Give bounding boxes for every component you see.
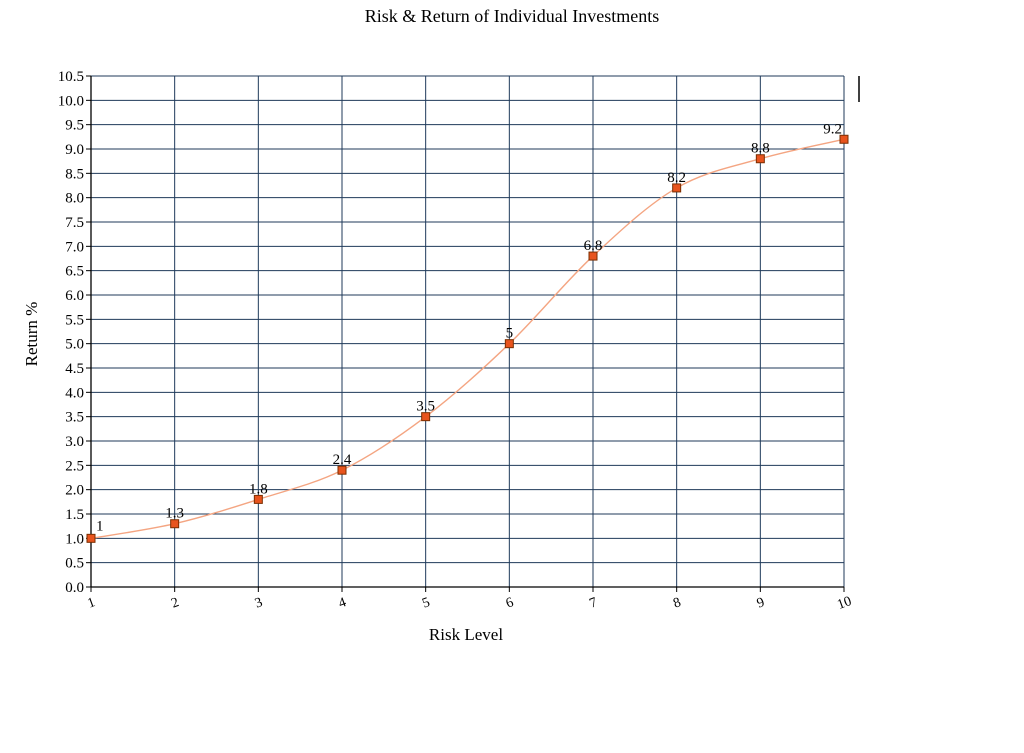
- x-tick-label: 5: [420, 595, 432, 611]
- data-point-marker: [170, 519, 180, 529]
- y-tick-label: 4.0: [65, 385, 84, 401]
- x-tick-label: 1: [86, 595, 98, 611]
- data-point-marker: [672, 183, 682, 193]
- data-point-marker: [253, 494, 263, 504]
- y-tick-label: 0.0: [65, 580, 84, 596]
- y-tick-label: 1.0: [65, 531, 84, 547]
- y-tick-label: 4.5: [65, 361, 84, 377]
- y-tick-label: 10.0: [58, 93, 84, 109]
- y-tick-label: 10.5: [58, 69, 84, 85]
- data-markers: [86, 134, 849, 543]
- y-tick-label: 9.5: [65, 118, 84, 134]
- x-tick-label: 6: [504, 595, 516, 611]
- y-tick-label: 7.5: [65, 215, 84, 231]
- data-point-marker: [86, 533, 96, 543]
- data-label: 3.5: [416, 399, 435, 415]
- y-tick-label: 6.5: [65, 264, 84, 280]
- y-axis-label: Return %: [22, 302, 41, 367]
- x-tick-label: 8: [671, 595, 683, 611]
- data-point-marker: [421, 412, 431, 422]
- x-tick-label: 10: [835, 594, 853, 613]
- y-tick-label: 5.0: [65, 337, 84, 353]
- y-tick-label: 3.0: [65, 434, 84, 450]
- x-axis-label: Risk Level: [429, 625, 503, 644]
- data-point-marker: [839, 134, 849, 144]
- y-tick-label: 2.5: [65, 458, 84, 474]
- y-tick-label: 9.0: [65, 142, 84, 158]
- data-label: 1.8: [249, 481, 268, 497]
- data-label: 1: [96, 518, 104, 534]
- y-tick-label: 8.0: [65, 191, 84, 207]
- y-tick-label: 5.5: [65, 312, 84, 328]
- y-tick-label: 6.0: [65, 288, 84, 304]
- data-label: 5: [506, 326, 514, 342]
- data-labels: 1 1.3 1.8 2.4 3.5 5 6.8 8.2 8.8 9.2: [96, 121, 842, 534]
- data-label: 8.8: [751, 141, 770, 157]
- data-label: 6.8: [584, 238, 603, 254]
- x-axis-ticks: 1 2 3 4 5 6 7 8 9 10: [86, 587, 854, 613]
- chart-title: Risk & Return of Individual Investments: [365, 6, 659, 26]
- data-label: 8.2: [667, 170, 686, 186]
- x-tick-label: 2: [169, 595, 181, 611]
- y-tick-label: 1.5: [65, 507, 84, 523]
- y-tick-label: 0.5: [65, 556, 84, 572]
- y-tick-label: 7.0: [65, 239, 84, 255]
- data-label: 2.4: [333, 452, 352, 468]
- axes: [90, 76, 844, 588]
- data-point-marker: [755, 154, 765, 164]
- grid: [91, 75, 845, 587]
- x-tick-label: 4: [337, 595, 349, 611]
- y-tick-label: 3.5: [65, 410, 84, 426]
- data-label: 1.3: [165, 506, 184, 522]
- data-label: 9.2: [823, 121, 842, 137]
- data-point-marker: [504, 339, 514, 349]
- y-axis-ticks: 0.0 0.5 1.0 1.5 2.0 2.5 3.0 3.5 4.0 4.5 5.0 5.5 6.0 6…: [58, 69, 91, 596]
- data-point-marker: [588, 251, 598, 261]
- data-point-marker: [337, 465, 347, 475]
- series-line: [90, 138, 845, 540]
- x-tick-label: 3: [253, 595, 265, 611]
- x-tick-label: 7: [588, 595, 600, 611]
- x-tick-label: 9: [755, 595, 767, 611]
- y-tick-label: 8.5: [65, 166, 84, 182]
- y-tick-label: 2.0: [65, 483, 84, 499]
